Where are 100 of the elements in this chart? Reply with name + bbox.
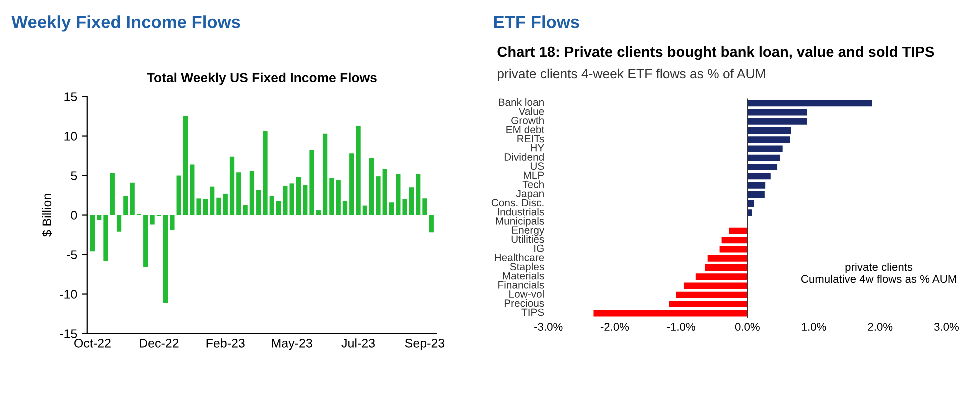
x-tick-label: 3.0% xyxy=(934,323,959,331)
y-tick-label: Growth xyxy=(512,116,544,124)
bar xyxy=(316,210,321,216)
bar xyxy=(748,109,808,116)
y-tick-label: Tech xyxy=(522,180,544,188)
bar xyxy=(270,196,274,216)
y-tick-label: -5 xyxy=(67,250,78,260)
bar xyxy=(705,264,748,272)
bar xyxy=(350,154,354,216)
x-tick-label: -3.0% xyxy=(534,323,563,331)
text: private clients 4-week ETF flows as % of AUM xyxy=(498,68,766,82)
y-tick-label: Cons. Disc. xyxy=(492,198,544,207)
bar xyxy=(748,118,808,125)
bar xyxy=(402,199,408,216)
bar xyxy=(303,185,308,216)
y-tick-label: US xyxy=(530,162,544,170)
chart-subtitle: Chart 18: Private clients bought bank loan, value and sold TIPS xyxy=(498,46,934,60)
bar xyxy=(190,164,195,216)
y-tick-label: Energy xyxy=(512,226,545,236)
y-tick-label: Precious xyxy=(504,299,544,308)
bar xyxy=(150,215,155,225)
bar xyxy=(362,206,368,216)
bar xyxy=(748,136,790,144)
bar xyxy=(382,169,388,216)
bar xyxy=(110,173,115,216)
bar xyxy=(223,194,228,216)
y-tick-label: 15 xyxy=(64,92,78,102)
bar xyxy=(748,210,752,216)
bar xyxy=(163,215,168,303)
y-tick-label: Low-vol xyxy=(510,290,544,298)
bar xyxy=(416,174,421,216)
bar xyxy=(748,127,792,134)
y-tick-label: 0 xyxy=(71,211,78,220)
y-tick-label: Healthcare xyxy=(495,254,544,262)
y-tick-label: Utilities xyxy=(512,235,544,244)
x-tick-label: Dec-22 xyxy=(140,338,179,348)
chart-title: ETF Flows xyxy=(494,16,580,28)
y-tick-label: 10 xyxy=(64,132,78,141)
y-tick-label: Materials xyxy=(503,272,544,280)
y-tick-label: Municipals xyxy=(496,217,544,227)
y-tick-label: Staples xyxy=(510,262,544,273)
bar xyxy=(748,173,771,180)
bar xyxy=(196,198,202,216)
bar xyxy=(748,146,783,152)
bar xyxy=(130,182,135,216)
bar xyxy=(396,174,401,216)
y-tick-label: REITs xyxy=(518,135,544,143)
bar xyxy=(389,202,394,216)
y-tick-label: TIPS xyxy=(522,308,544,316)
bar xyxy=(748,100,872,107)
bar xyxy=(429,215,434,233)
y-tick-label: -10 xyxy=(60,290,78,299)
bar xyxy=(422,198,428,216)
bar xyxy=(696,274,748,280)
y-tick-label: Industrials xyxy=(498,208,544,216)
x-tick-label: May-23 xyxy=(272,338,312,350)
bar xyxy=(276,201,282,216)
bar xyxy=(263,132,268,216)
bar xyxy=(170,215,175,230)
x-tick-label: Sep-23 xyxy=(405,338,445,350)
bar xyxy=(183,116,188,216)
bar xyxy=(250,171,255,216)
bar xyxy=(90,215,96,252)
y-tick-label: MLP xyxy=(524,172,544,180)
bar xyxy=(748,191,765,198)
x-tick-label: Feb-23 xyxy=(206,338,245,348)
bar xyxy=(720,246,748,253)
bar xyxy=(243,205,248,216)
bar xyxy=(748,154,780,162)
bar xyxy=(124,196,128,216)
y-tick-label: Financials xyxy=(498,281,544,289)
x-tick-label: Jul-23 xyxy=(342,338,376,348)
bar xyxy=(296,177,302,216)
y-tick-label: HY xyxy=(531,144,544,152)
bar xyxy=(376,176,381,216)
bar xyxy=(144,215,148,268)
bar xyxy=(116,215,122,232)
y-axis-title: $ Billion xyxy=(42,194,52,238)
y-tick-label: Japan xyxy=(516,190,544,200)
x-tick-label: 0.0% xyxy=(735,323,760,331)
bar xyxy=(256,190,262,216)
x-tick-label: -2.0% xyxy=(600,323,630,331)
bar xyxy=(748,182,766,189)
bar xyxy=(669,300,748,308)
bar xyxy=(104,215,108,262)
chart-title: Weekly Fixed Income Flows xyxy=(12,16,240,32)
x-tick-label: 2.0% xyxy=(868,323,893,331)
bar xyxy=(409,188,414,216)
y-tick-label: Bank loan xyxy=(499,98,544,106)
bar xyxy=(230,156,235,216)
bar xyxy=(729,228,748,234)
y-tick-label: Dividend xyxy=(504,153,544,161)
y-tick-label: IG xyxy=(534,244,544,252)
y-tick-label: 5 xyxy=(71,172,78,180)
annotation: private clients Cumulative 4w flows as % AUM xyxy=(802,262,956,284)
x-tick-label: -1.0% xyxy=(667,323,696,331)
bar xyxy=(216,198,222,216)
y-tick-label: -15 xyxy=(60,330,78,338)
bar xyxy=(356,126,361,216)
bar xyxy=(176,176,182,216)
